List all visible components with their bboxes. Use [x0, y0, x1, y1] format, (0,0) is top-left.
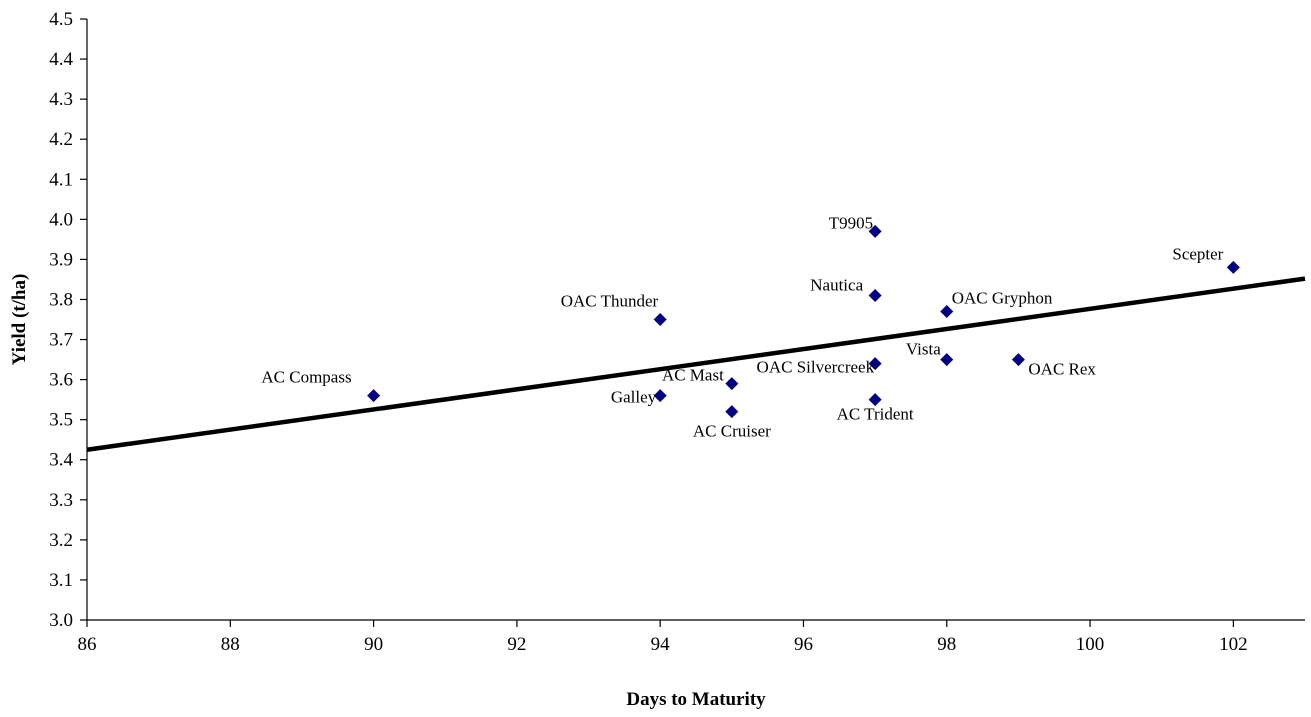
data-point: [367, 389, 381, 403]
point-label: Nautica: [810, 275, 863, 294]
data-point: [1011, 353, 1025, 367]
x-tick-label: 94: [651, 634, 671, 655]
data-point: [868, 393, 882, 407]
data-point: [940, 304, 954, 318]
point-label: AC Mast: [662, 366, 724, 385]
y-tick-label: 3.1: [49, 570, 73, 591]
point-label: AC Trident: [837, 405, 914, 424]
x-tick-label: 102: [1219, 634, 1248, 655]
y-tick-label: 3.9: [49, 249, 73, 270]
y-tick-label: 3.4: [49, 450, 73, 471]
x-tick-label: 98: [937, 634, 956, 655]
point-label: OAC Silvercreek: [757, 358, 875, 377]
y-tick-label: 3.7: [49, 330, 73, 351]
y-tick-label: 4.0: [49, 209, 73, 230]
y-axis-title: Yield (t/ha): [9, 274, 30, 366]
data-point: [1226, 260, 1240, 274]
y-tick-label: 3.3: [49, 490, 73, 511]
y-tick-label: 4.3: [49, 89, 73, 110]
point-label: Vista: [906, 340, 941, 359]
data-point: [653, 313, 667, 326]
data-point: [868, 288, 882, 302]
x-tick-label: 100: [1076, 634, 1105, 655]
data-point: [725, 377, 739, 391]
point-label: T9905: [829, 213, 873, 232]
point-label: Galley: [611, 388, 657, 407]
data-point: [940, 353, 954, 367]
y-tick-label: 3.5: [49, 410, 73, 431]
y-tick-label: 3.8: [49, 289, 73, 310]
data-point: [868, 224, 882, 238]
y-axis: 3.0 3.1 3.2 3.3 3.4 3.5 3.6 3.7 3.8 3.9 4.0 4.1 4.2 4…: [49, 9, 88, 631]
y-tick-label: 4.2: [49, 129, 73, 150]
point-label: Scepter: [1172, 244, 1223, 263]
data-point: [725, 405, 739, 419]
point-labels-group: AC Compass OAC Thunder Galley AC Mast AC Cru…: [261, 213, 1223, 440]
point-label: AC Compass: [261, 368, 351, 387]
points-group: [367, 224, 1240, 419]
x-tick-label: 96: [794, 634, 813, 655]
point-label: OAC Rex: [1028, 360, 1096, 379]
x-tick-label: 86: [78, 634, 97, 655]
x-tick-label: 90: [364, 634, 383, 655]
y-tick-label: 4.4: [49, 49, 73, 70]
trendline: [86, 276, 1306, 452]
y-tick-label: 4.1: [49, 169, 73, 190]
trendline-group: [86, 276, 1306, 452]
x-tick-label: 92: [507, 634, 526, 655]
y-tick-label: 3.6: [49, 370, 73, 391]
x-axis: 86 88 90 92 94 96 98 100 102: [78, 619, 1305, 655]
x-tick-label: 88: [221, 634, 240, 655]
y-tick-label: 3.2: [49, 530, 73, 551]
point-label: OAC Gryphon: [952, 288, 1053, 307]
point-label: AC Cruiser: [693, 422, 771, 441]
data-point: [653, 389, 667, 403]
y-tick-label: 3.0: [49, 610, 73, 631]
data-point: [868, 357, 882, 371]
point-label: OAC Thunder: [561, 292, 659, 311]
y-tick-label: 4.5: [49, 9, 73, 30]
x-axis-title: Days to Maturity: [626, 689, 766, 710]
